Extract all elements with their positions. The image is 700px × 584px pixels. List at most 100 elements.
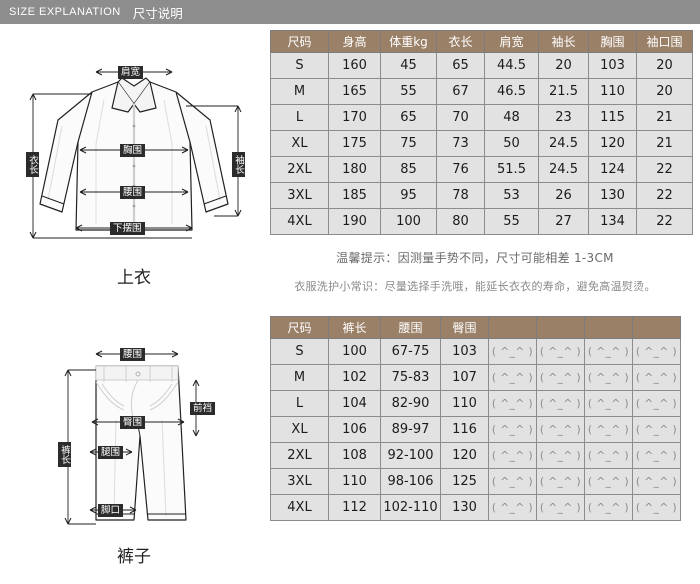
pants-caption: 裤子 — [117, 547, 151, 567]
cell-size: 3XL — [270, 468, 329, 495]
cell-smiley: ( ^_^ ) — [584, 338, 633, 365]
shirt-diagram: 肩宽 衣长 胸围 袖长 腰围 下摆围 — [0, 34, 268, 259]
cell-smiley: ( ^_^ ) — [632, 468, 681, 495]
cell-value: 45 — [380, 52, 437, 79]
column-header-8: 袖口围 — [636, 30, 693, 53]
cell-value: 130 — [588, 182, 637, 209]
cell-smiley: ( ^_^ ) — [632, 338, 681, 365]
cell-value: 89-97 — [380, 416, 441, 443]
cell-value: 185 — [328, 182, 381, 209]
cell-smiley: ( ^_^ ) — [584, 494, 633, 521]
cell-value: 100 — [380, 208, 437, 235]
cell-value: 53 — [484, 182, 539, 209]
pants-label-hip: 臀围 — [120, 416, 146, 429]
shirt-label-hem: 下摆围 — [110, 222, 145, 235]
cell-size: 4XL — [270, 208, 329, 235]
cell-value: 21.5 — [538, 78, 589, 105]
shirt-label-sleeve: 袖长 — [232, 152, 245, 177]
table-row: 4XL 190 100 80 55 27 134 22 — [270, 208, 693, 235]
cell-smiley: ( ^_^ ) — [536, 364, 585, 391]
cell-value: 104 — [328, 390, 381, 417]
cell-size: 4XL — [270, 494, 329, 521]
cell-value: 110 — [588, 78, 637, 105]
column-header-1: 尺码 — [270, 30, 329, 53]
cell-value: 75 — [380, 130, 437, 157]
cell-value: 65 — [380, 104, 437, 131]
cell-size: L — [270, 104, 329, 131]
cell-value: 108 — [328, 442, 381, 469]
column-header-6: 袖长 — [538, 30, 589, 53]
cell-value: 102-110 — [380, 494, 441, 521]
cell-value: 55 — [380, 78, 437, 105]
cell-value: 106 — [328, 416, 381, 443]
column-header-7: 胸围 — [588, 30, 637, 53]
shirt-label-length: 衣长 — [26, 152, 39, 177]
bottom-size-table: 尺码 裤长 腰围 臀围 S 100 67-75 103( ^_^ )( ^_^ )( ^_^… — [270, 316, 681, 521]
cell-value: 100 — [328, 338, 381, 365]
cell-value: 20 — [636, 52, 693, 79]
cell-value: 115 — [588, 104, 637, 131]
pants-label-waist: 腰围 — [120, 348, 146, 361]
cell-value: 46.5 — [484, 78, 539, 105]
cell-smiley: ( ^_^ ) — [536, 390, 585, 417]
cell-smiley: ( ^_^ ) — [584, 416, 633, 443]
top-size-table: 尺码 身高 体重kg 衣长 肩宽 袖长 胸围 袖口围 S 160 45 65 44.5 20 103 20 M… — [270, 30, 693, 235]
cell-value: 110 — [328, 468, 381, 495]
cell-smiley: ( ^_^ ) — [632, 390, 681, 417]
page-header-bar: SIZE EXPLANATION 尺寸说明 — [0, 0, 700, 24]
cell-value: 44.5 — [484, 52, 539, 79]
column-header-4: 臀围 — [440, 316, 489, 339]
header-title-chinese: 尺寸说明 — [132, 6, 183, 21]
cell-value: 116 — [440, 416, 489, 443]
cell-value: 26 — [538, 182, 589, 209]
cell-value: 92-100 — [380, 442, 441, 469]
column-header-2: 身高 — [328, 30, 381, 53]
cell-value: 24.5 — [538, 130, 589, 157]
cell-smiley: ( ^_^ ) — [584, 364, 633, 391]
cell-value: 73 — [436, 130, 485, 157]
cell-value: 160 — [328, 52, 381, 79]
table-row: 4XL 112 102-110 130( ^_^ )( ^_^ )( ^_^ )( ^… — [270, 494, 681, 521]
cell-value: 98-106 — [380, 468, 441, 495]
cell-value: 125 — [440, 468, 489, 495]
cell-value: 70 — [436, 104, 485, 131]
pants-diagram: 腰围 前裆 臀围 腿围 裤长 脚口 — [0, 324, 268, 539]
cell-value: 85 — [380, 156, 437, 183]
cell-value: 51.5 — [484, 156, 539, 183]
pants-label-front-rise: 前裆 — [190, 402, 216, 415]
cell-smiley: ( ^_^ ) — [632, 494, 681, 521]
cell-size: 3XL — [270, 182, 329, 209]
cell-value: 110 — [440, 390, 489, 417]
shirt-caption: 上衣 — [117, 268, 151, 288]
note-washing-care: 衣服洗护小常识：尽量选择手洗哦，能延长衣衣的寿命，避免高温熨烫。 — [294, 280, 656, 293]
column-header-blank-6 — [536, 316, 585, 339]
cell-value: 20 — [636, 78, 693, 105]
cell-value: 82-90 — [380, 390, 441, 417]
cell-smiley: ( ^_^ ) — [536, 494, 585, 521]
table-row: 2XL 180 85 76 51.5 24.5 124 22 — [270, 156, 693, 183]
cell-smiley: ( ^_^ ) — [632, 416, 681, 443]
cell-smiley: ( ^_^ ) — [536, 416, 585, 443]
cell-value: 78 — [436, 182, 485, 209]
cell-value: 124 — [588, 156, 637, 183]
cell-smiley: ( ^_^ ) — [536, 468, 585, 495]
cell-size: XL — [270, 130, 329, 157]
header-title-english: SIZE EXPLANATION — [9, 6, 121, 18]
shirt-label-chest: 胸围 — [120, 144, 146, 157]
column-header-blank-5 — [488, 316, 537, 339]
cell-size: XL — [270, 416, 329, 443]
cell-smiley: ( ^_^ ) — [488, 494, 537, 521]
bottom-table-body: S 100 67-75 103( ^_^ )( ^_^ )( ^_^ )( ^_^ )… — [270, 338, 681, 521]
cell-value: 190 — [328, 208, 381, 235]
cell-value: 24.5 — [538, 156, 589, 183]
table-row: M 165 55 67 46.5 21.5 110 20 — [270, 78, 693, 105]
measurement-notes: 温馨提示：因测量手势不同，尺寸可能相差 1-3CM 衣服洗护小常识：尽量选择手洗… — [270, 249, 680, 294]
bottom-table-header-row: 尺码 裤长 腰围 臀围 — [270, 316, 681, 339]
cell-value: 76 — [436, 156, 485, 183]
cell-smiley: ( ^_^ ) — [584, 390, 633, 417]
cell-value: 170 — [328, 104, 381, 131]
cell-size: 2XL — [270, 156, 329, 183]
cell-value: 21 — [636, 130, 693, 157]
table-row: 3XL 185 95 78 53 26 130 22 — [270, 182, 693, 209]
cell-value: 23 — [538, 104, 589, 131]
